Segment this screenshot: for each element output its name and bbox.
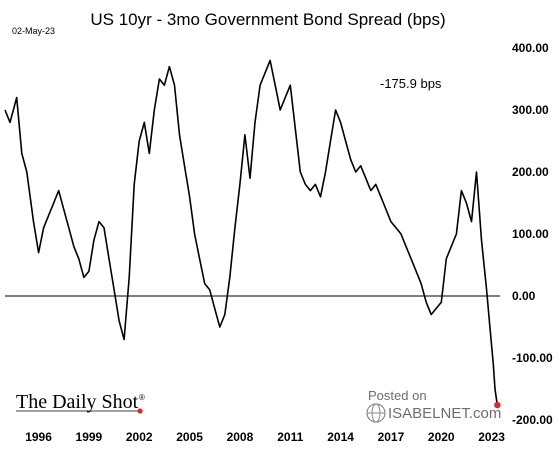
x-tick-label: 2005 [176, 430, 203, 444]
plot-area [4, 59, 501, 409]
x-tick-label: 2014 [327, 430, 354, 444]
x-tick-label: 2002 [126, 430, 153, 444]
x-tick-label: 2017 [378, 430, 405, 444]
x-axis: 1996 1999 2002 2005 2008 2011 2014 2017 2020 2023 [25, 430, 505, 444]
y-tick-label: 400.00 [512, 41, 549, 55]
series-line [4, 59, 499, 406]
isabelnet-globe-icon [366, 403, 386, 423]
daily-shot-logo: The Daily Shot ® [16, 391, 145, 414]
y-tick-label: 200.00 [512, 165, 549, 179]
x-tick-label: 2023 [478, 430, 505, 444]
y-axis: 400.00 300.00 200.00 100.00 0.00 -100.00 -200.… [512, 41, 553, 427]
last-value-marker [494, 401, 501, 409]
brand-logo-text: The Daily Shot [16, 391, 139, 413]
x-tick-label: 2008 [227, 430, 254, 444]
brand-dot [137, 408, 143, 414]
y-tick-label: -200.00 [512, 413, 553, 427]
x-tick-label: 1999 [76, 430, 103, 444]
x-tick-label: 1996 [25, 430, 52, 444]
y-tick-label: 100.00 [512, 227, 549, 241]
x-tick-label: 2011 [277, 430, 303, 444]
brand-logo-mark: ® [139, 393, 145, 402]
x-tick-label: 2020 [428, 430, 455, 444]
series-layer [4, 59, 501, 409]
y-tick-label: 300.00 [512, 103, 549, 117]
y-tick-label: 0.00 [512, 289, 536, 303]
watermark-posted: Posted on [368, 388, 427, 403]
y-tick-label: -100.00 [512, 351, 553, 365]
watermark-site: ISABELNET.com [388, 405, 501, 422]
isabelnet-watermark: Posted on ISABELNET.com [366, 388, 501, 423]
chart-title: US 10yr - 3mo Government Bond Spread (bp… [90, 10, 445, 29]
annotation-label: -175.9 bps [380, 76, 442, 91]
date-label: 02-May-23 [12, 26, 55, 36]
